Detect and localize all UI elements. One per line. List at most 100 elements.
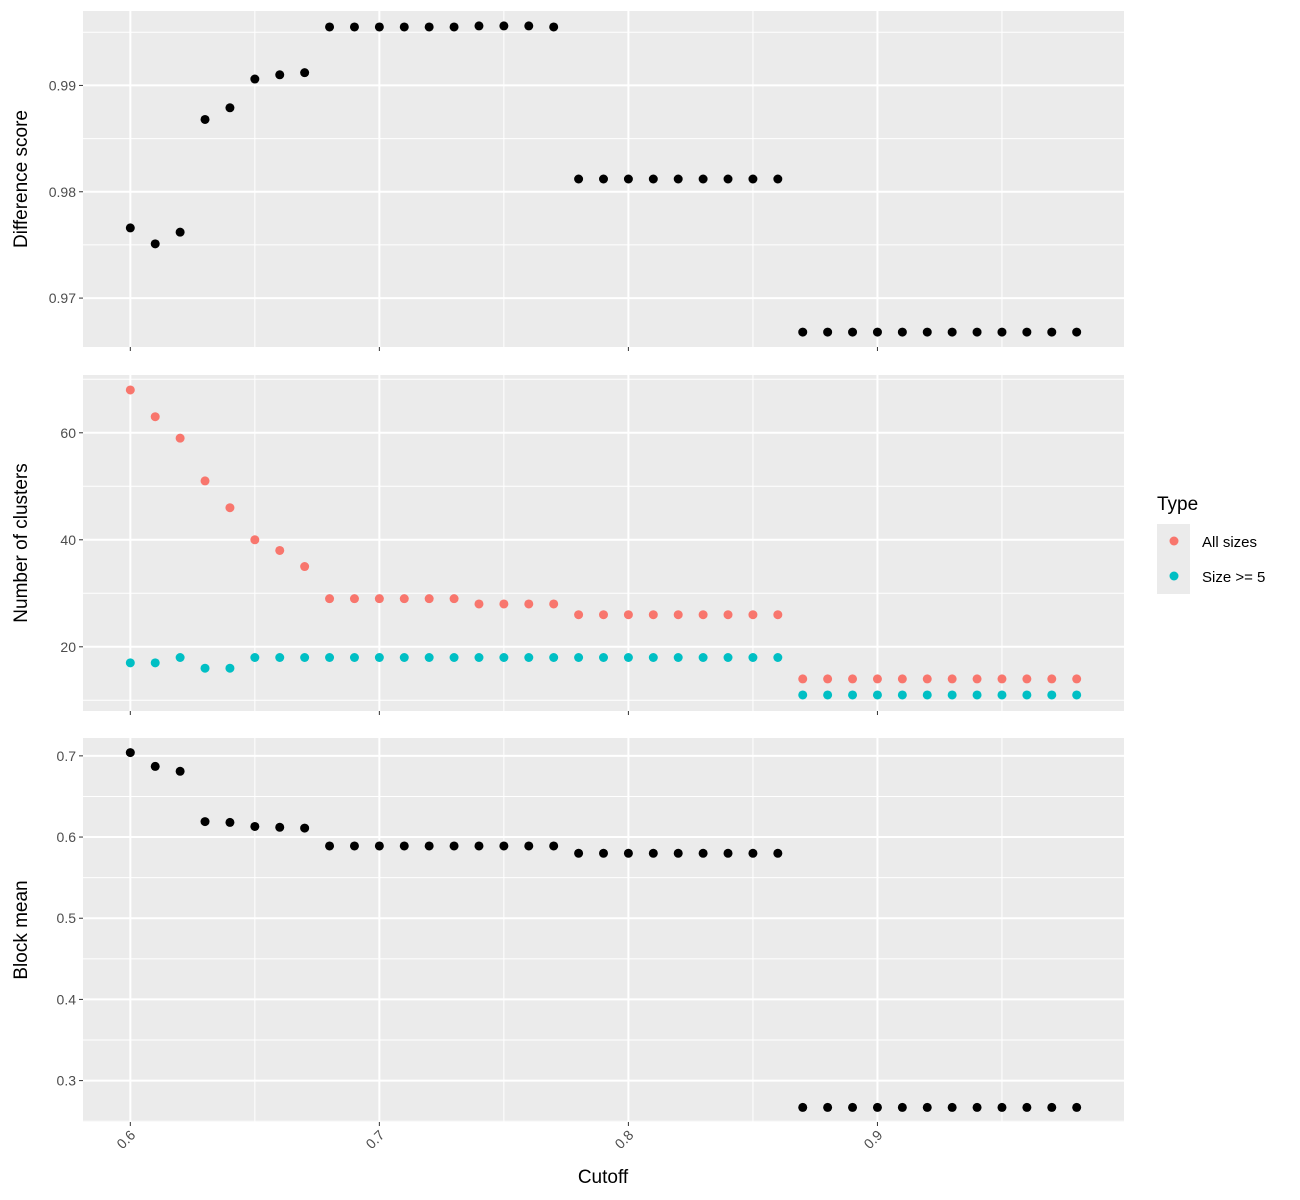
data-point [922, 690, 932, 700]
data-point [325, 841, 335, 851]
data-point [972, 327, 982, 337]
data-point [499, 841, 509, 851]
data-point [972, 690, 982, 700]
data-point [897, 690, 907, 700]
data-point [1072, 1102, 1082, 1112]
data-point [922, 674, 932, 684]
data-point [798, 674, 808, 684]
y-tick-label: 0.3 [57, 1073, 77, 1089]
data-point [648, 848, 658, 858]
data-point [648, 610, 658, 620]
data-point [125, 748, 135, 758]
data-point [424, 841, 434, 851]
data-point [698, 848, 708, 858]
data-point [798, 327, 808, 337]
data-point [200, 114, 210, 124]
data-point [374, 841, 384, 851]
data-point [947, 327, 957, 337]
data-point [349, 22, 359, 32]
data-point [947, 674, 957, 684]
data-point [848, 690, 858, 700]
data-point [599, 610, 608, 620]
data-point [997, 690, 1007, 700]
legend-label-all-sizes: All sizes [1202, 534, 1257, 551]
data-point [125, 658, 135, 668]
data-point [175, 227, 185, 237]
data-point [773, 848, 783, 858]
data-point [549, 599, 559, 609]
y-tick-label: 0.99 [49, 77, 76, 93]
data-point [748, 174, 758, 184]
data-point [150, 412, 160, 422]
legend-key-all-sizes [1169, 536, 1179, 546]
y-tick-label: 0.97 [49, 290, 76, 306]
data-point [449, 594, 459, 604]
panel-number-of-clusters: 20 40 60 Number of clusters [11, 375, 1124, 715]
data-point [275, 545, 285, 555]
data-point [275, 822, 285, 832]
data-point [972, 674, 982, 684]
data-point [823, 674, 833, 684]
data-point [449, 22, 459, 32]
data-point [424, 594, 434, 604]
data-point [723, 652, 733, 662]
data-point [897, 327, 907, 337]
data-point [300, 562, 310, 572]
data-point [499, 599, 509, 609]
data-point [549, 841, 559, 851]
data-point [673, 848, 683, 858]
data-point [349, 652, 359, 662]
data-point [623, 848, 633, 858]
legend: Type All sizes Size >= 5 [1157, 494, 1265, 594]
data-point [424, 652, 434, 662]
data-point [250, 821, 260, 831]
data-point [374, 652, 384, 662]
data-point [673, 610, 683, 620]
data-point [773, 174, 783, 184]
y-tick-label: 20 [60, 639, 76, 655]
data-point [499, 21, 509, 31]
panel-difference-score: 0.97 0.98 0.99 Difference score [11, 11, 1124, 351]
data-point [897, 674, 907, 684]
data-point [200, 663, 210, 673]
data-point [997, 1102, 1007, 1112]
data-point [798, 1102, 808, 1112]
data-point [125, 223, 135, 233]
data-point [574, 848, 584, 858]
data-point [872, 327, 882, 337]
legend-key-background [1157, 524, 1190, 594]
data-point [848, 674, 858, 684]
data-point [225, 663, 235, 673]
series-block-mean-0 [125, 748, 1082, 1112]
data-point [922, 327, 932, 337]
data-point [798, 690, 808, 700]
data-point [399, 652, 409, 662]
data-point [1047, 327, 1057, 337]
data-point [947, 690, 957, 700]
data-point [250, 535, 260, 545]
y-tick-label: 0.5 [57, 910, 77, 926]
data-point [449, 841, 459, 851]
data-point [947, 1102, 957, 1112]
data-point [1072, 327, 1082, 337]
data-point [972, 1102, 982, 1112]
data-point [524, 841, 534, 851]
data-point [374, 22, 384, 32]
data-point [300, 652, 310, 662]
data-point [275, 652, 285, 662]
y-tick-label: 40 [60, 532, 76, 548]
data-point [150, 761, 160, 771]
y-axis-title: Block mean [11, 880, 32, 979]
data-point [474, 21, 484, 31]
data-point [474, 841, 484, 851]
data-point [474, 599, 484, 609]
data-point [698, 652, 708, 662]
data-point [748, 652, 758, 662]
data-point [325, 652, 335, 662]
data-point [599, 652, 608, 662]
data-point [623, 610, 633, 620]
series-number-of-clusters-1 [125, 652, 1082, 700]
legend-label-size-5: Size >= 5 [1202, 569, 1265, 586]
